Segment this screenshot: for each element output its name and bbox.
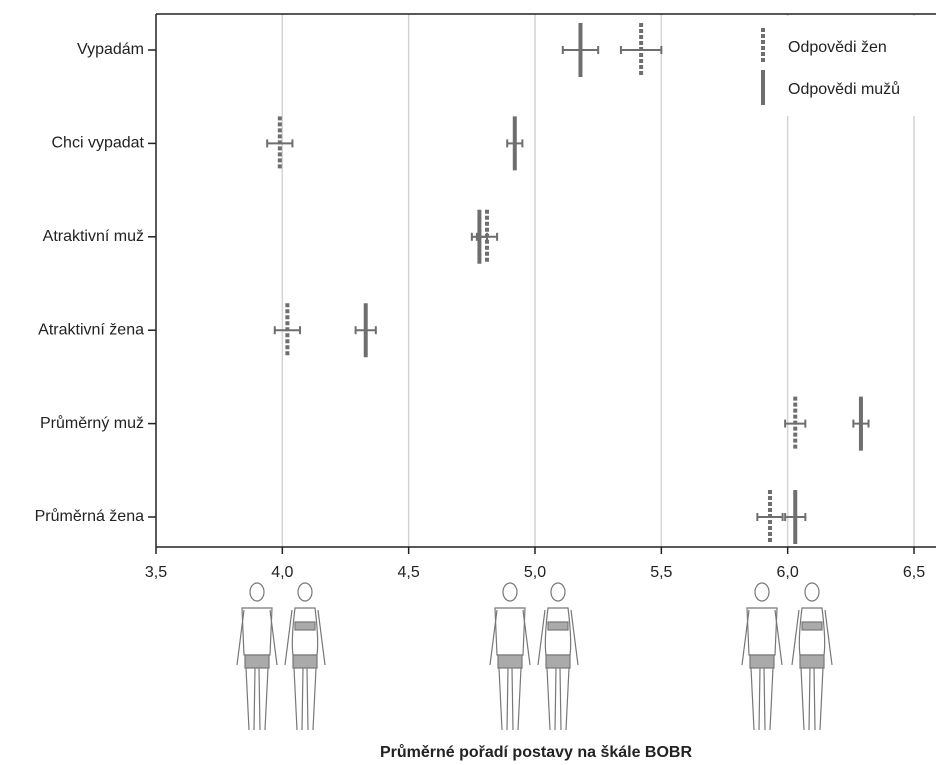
arms [236,609,278,666]
arms [791,609,833,666]
legend-box [748,16,934,116]
error-point [756,490,784,544]
error-point [619,23,663,77]
y-tick-label: Vypadám [77,41,144,58]
error-point [354,303,377,358]
head [502,582,518,602]
x-tick-label: 4,0 [271,564,293,581]
error-point [506,116,524,171]
garment [545,654,571,669]
body-figure [537,582,579,731]
head [754,582,770,602]
garment [244,654,270,669]
body-figure [236,582,278,731]
x-tick-label: 5,0 [524,564,546,581]
torso [494,607,526,656]
x-tick-label: 6,0 [777,564,799,581]
legs [800,667,824,731]
error-point [273,303,302,358]
legs [750,667,774,731]
top [294,621,316,631]
arms [741,609,783,666]
body-figure [284,582,326,731]
y-tick-label: Chci vypadat [52,135,145,152]
legs [498,667,522,731]
x-tick-label: 5,5 [650,564,672,581]
top [801,621,823,631]
arms [489,609,531,666]
body-figure [741,582,783,731]
error-point [784,396,807,451]
y-tick-label: Atraktivní muž [43,228,144,245]
head [804,582,820,602]
y-tick-label: Průměrná žena [35,507,144,525]
torso [291,607,319,656]
x-tick-label: 3,5 [145,564,167,581]
legs [546,667,570,731]
legs [245,667,269,731]
torso [241,607,273,656]
legend-label: Odpovědi mužů [788,80,900,98]
y-tick-label: Atraktivní žena [38,321,144,338]
legend-label: Odpovědi žen [788,39,887,56]
garment [749,654,775,669]
head [550,582,566,602]
error-point [561,23,600,77]
legs [293,667,317,731]
x-tick-label: 6,5 [903,564,925,581]
error-point [852,396,870,451]
error-point [470,209,488,264]
garment [799,654,825,669]
head [297,582,313,602]
x-axis-label: Průměrné pořadí postavy na škále BOBR [380,744,693,761]
torso [544,607,572,656]
top [547,621,569,631]
garment [292,654,318,669]
error-point [784,490,807,544]
error-point [266,116,294,171]
y-tick-label: Průměrný muž [40,414,144,432]
arms [537,609,579,666]
body-figure [791,582,833,731]
torso [798,607,826,656]
head [249,582,265,602]
x-tick-label: 4,5 [398,564,420,581]
garment [497,654,523,669]
arms [284,609,326,666]
body-figure [489,582,531,731]
torso [746,607,778,656]
